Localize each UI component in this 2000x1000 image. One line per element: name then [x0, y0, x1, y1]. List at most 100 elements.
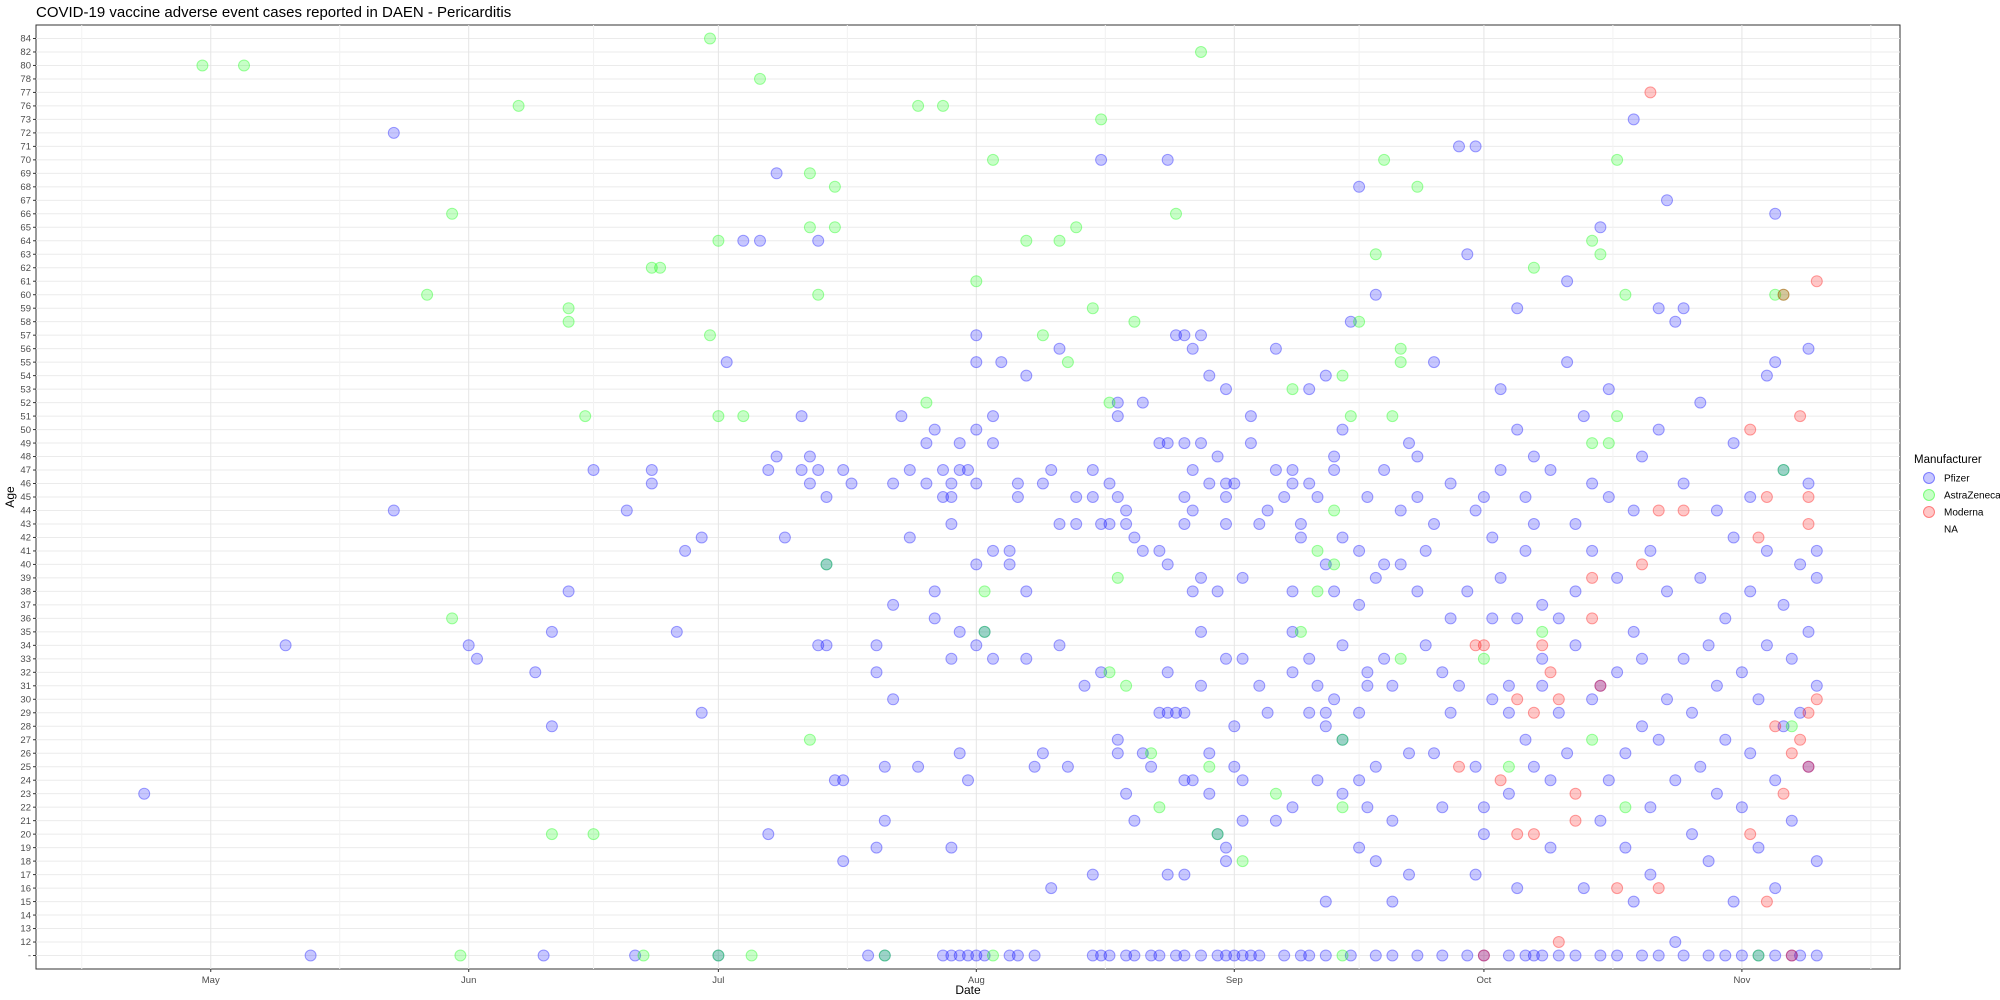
- data-point-astrazeneca: [1752, 949, 1765, 962]
- data-point-pfizer: [1519, 949, 1532, 962]
- data-point-pfizer: [471, 652, 483, 665]
- data-point-astrazeneca: [1061, 356, 1074, 369]
- data-point-astrazeneca: [1777, 288, 1790, 301]
- data-point-moderna: [1527, 706, 1540, 719]
- legend-key-na: [1922, 522, 1936, 536]
- data-point-pfizer: [1353, 841, 1366, 854]
- data-point-pfizer: [1361, 801, 1374, 814]
- data-point-pfizer: [1769, 356, 1782, 369]
- data-point-pfizer: [1220, 383, 1232, 396]
- x-tick-label: Jun: [461, 975, 476, 986]
- y-tick-label: 22: [20, 802, 31, 813]
- data-point-pfizer: [1103, 949, 1116, 962]
- data-point-pfizer: [862, 949, 875, 962]
- data-point-astrazeneca: [712, 234, 725, 247]
- data-point-astrazeneca: [878, 949, 891, 962]
- data-point-pfizer: [1111, 396, 1124, 409]
- data-point-pfizer: [1511, 423, 1524, 436]
- data-point-pfizer: [1444, 706, 1457, 719]
- data-point-pfizer: [1785, 652, 1798, 665]
- data-point-pfizer: [1785, 949, 1798, 962]
- data-point-pfizer: [1644, 868, 1657, 881]
- data-point-pfizer: [1419, 544, 1432, 557]
- data-point-pfizer: [1536, 679, 1549, 692]
- y-tick-label: 37: [20, 600, 31, 611]
- data-point-pfizer: [937, 464, 949, 476]
- data-point-pfizer: [562, 585, 575, 598]
- data-point-astrazeneca: [1344, 410, 1357, 423]
- data-point-pfizer: [1053, 518, 1066, 530]
- data-point-pfizer: [1153, 544, 1166, 557]
- data-point-pfizer: [1353, 180, 1366, 193]
- data-point-pfizer: [837, 464, 850, 476]
- data-point-pfizer: [1353, 706, 1366, 719]
- data-point-pfizer: [1552, 612, 1565, 625]
- y-tick-label: 59: [20, 303, 31, 314]
- data-point-pfizer: [1411, 450, 1424, 463]
- data-point-pfizer: [1378, 652, 1391, 665]
- data-point-pfizer: [1178, 706, 1191, 719]
- y-tick-label: 41: [20, 546, 31, 557]
- data-point-pfizer: [1186, 342, 1199, 355]
- data-point-pfizer: [1802, 625, 1815, 638]
- data-point-pfizer: [1469, 140, 1482, 153]
- data-point-pfizer: [962, 949, 974, 962]
- data-point-astrazeneca: [1070, 221, 1083, 234]
- data-point-pfizer: [712, 949, 725, 962]
- data-point-pfizer: [1269, 464, 1282, 476]
- data-point-moderna: [1611, 882, 1624, 895]
- data-point-pfizer: [945, 841, 958, 854]
- data-point-pfizer: [1220, 841, 1232, 854]
- data-point-pfizer: [587, 464, 600, 476]
- data-point-moderna: [1552, 693, 1565, 706]
- data-point-pfizer: [1361, 679, 1374, 692]
- data-point-pfizer: [1203, 477, 1216, 490]
- data-point-pfizer: [1810, 949, 1823, 962]
- data-point-pfizer: [737, 234, 750, 247]
- y-tick-label: 54: [20, 371, 31, 382]
- data-point-pfizer: [1735, 801, 1748, 814]
- data-point-pfizer: [820, 558, 833, 571]
- data-point-pfizer: [1810, 855, 1823, 868]
- data-point-astrazeneca: [1195, 46, 1207, 58]
- data-point-pfizer: [1536, 949, 1549, 962]
- y-tick-label: 63: [20, 249, 31, 260]
- data-point-pfizer: [1527, 949, 1540, 962]
- data-point-pfizer: [1286, 801, 1299, 814]
- data-point-astrazeneca: [828, 221, 841, 234]
- data-point-moderna: [1511, 828, 1524, 841]
- data-point-moderna: [1644, 86, 1657, 99]
- data-point-astrazeneca: [1336, 733, 1349, 746]
- data-point-pfizer: [1469, 504, 1482, 517]
- data-point-astrazeneca: [1103, 666, 1116, 679]
- data-point-pfizer: [1353, 544, 1366, 557]
- data-point-pfizer: [1095, 666, 1108, 679]
- data-point-astrazeneca: [1353, 315, 1366, 328]
- data-point-pfizer: [1810, 544, 1823, 557]
- data-point-pfizer: [1511, 302, 1524, 315]
- data-point-pfizer: [1752, 949, 1765, 962]
- data-point-pfizer: [1145, 949, 1158, 962]
- data-point-pfizer: [1278, 491, 1291, 503]
- data-point-pfizer: [1411, 585, 1424, 598]
- data-point-pfizer: [1361, 491, 1374, 503]
- data-point-pfizer: [1636, 720, 1648, 733]
- data-point-pfizer: [1453, 679, 1465, 692]
- y-tick-label: 12: [20, 937, 31, 948]
- data-point-pfizer: [1719, 612, 1732, 625]
- data-point-pfizer: [987, 410, 999, 423]
- data-point-pfizer: [887, 693, 900, 706]
- data-point-pfizer: [1411, 949, 1424, 962]
- data-point-pfizer: [1278, 949, 1291, 962]
- data-point-pfizer: [1303, 949, 1316, 962]
- data-point-pfizer: [1611, 949, 1624, 962]
- data-point-pfizer: [1253, 518, 1266, 530]
- data-point-pfizer: [1095, 949, 1108, 962]
- y-tick-label: 36: [20, 614, 31, 625]
- data-point-pfizer: [1502, 706, 1515, 719]
- data-point-pfizer: [1569, 639, 1582, 652]
- data-point-pfizer: [1053, 342, 1066, 355]
- data-point-pfizer: [1286, 477, 1299, 490]
- data-point-astrazeneca: [803, 167, 816, 180]
- data-point-astrazeneca: [1103, 396, 1116, 409]
